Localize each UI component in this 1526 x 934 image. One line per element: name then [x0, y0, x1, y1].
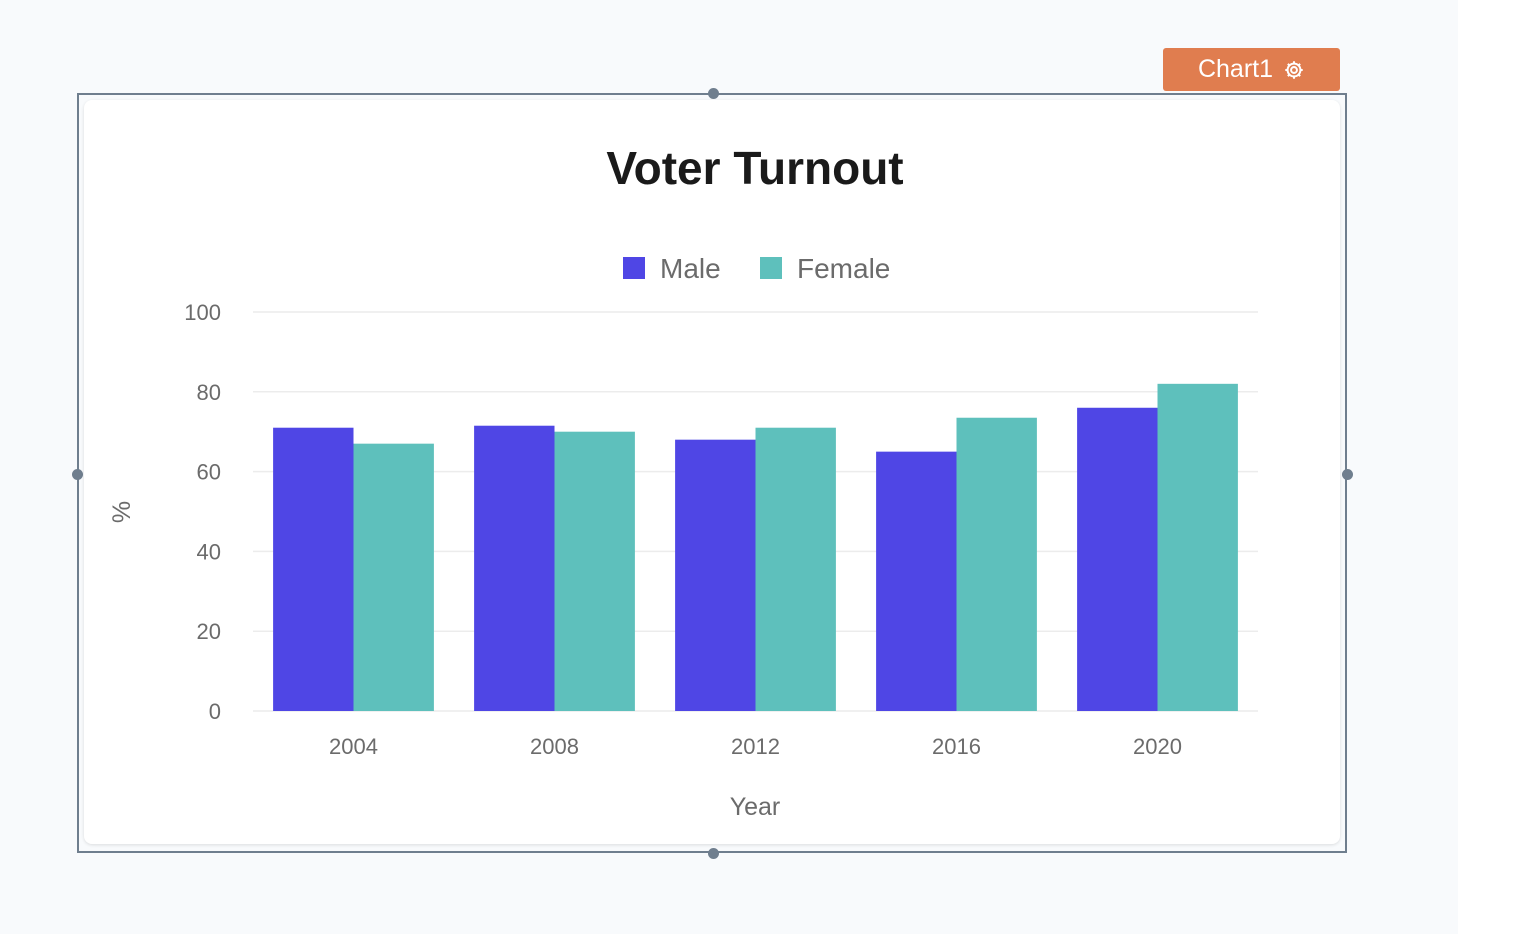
- bar-male-2016[interactable]: [876, 451, 957, 711]
- bar-female-2020[interactable]: [1157, 383, 1238, 711]
- x-tick-label: 2016: [932, 734, 981, 759]
- y-tick-label: 20: [197, 619, 221, 644]
- x-tick-label: 2012: [731, 734, 780, 759]
- x-tick-label: 2020: [1133, 734, 1182, 759]
- legend: Male Female: [623, 253, 890, 284]
- x-tick-label: 2008: [530, 734, 579, 759]
- bar-male-2012[interactable]: [675, 439, 756, 711]
- y-tick-label: 100: [184, 300, 221, 325]
- bar-female-2016[interactable]: [956, 417, 1037, 711]
- gear-icon[interactable]: [1283, 59, 1305, 81]
- y-tick-label: 80: [197, 380, 221, 405]
- x-axis-label: Year: [730, 793, 781, 821]
- legend-label-female[interactable]: Female: [797, 253, 890, 284]
- bar-male-2020[interactable]: [1077, 407, 1158, 711]
- chart-card[interactable]: Voter Turnout Male Female 0 20 40 60 80 100 20…: [84, 100, 1340, 844]
- resize-handle-bottom[interactable]: [708, 848, 719, 859]
- y-tick-label: 40: [197, 539, 221, 564]
- legend-swatch-male: [623, 257, 645, 279]
- bar-female-2008[interactable]: [554, 431, 635, 711]
- y-tick-label: 0: [209, 699, 221, 724]
- y-axis-ticks: 0 20 40 60 80 100: [184, 300, 221, 724]
- bar-male-2004[interactable]: [273, 427, 354, 711]
- bar-female-2012[interactable]: [755, 427, 836, 711]
- x-tick-label: 2004: [329, 734, 378, 759]
- x-axis-ticks: 2004 2008 2012 2016 2020: [329, 734, 1182, 759]
- widget-name: Chart1: [1197, 55, 1274, 83]
- y-axis-label: %: [108, 501, 136, 523]
- widget-name-tag[interactable]: Chart1: [1163, 48, 1340, 91]
- resize-handle-left[interactable]: [72, 469, 83, 480]
- chart: Voter Turnout Male Female 0 20 40 60 80 100 20…: [108, 142, 1258, 821]
- legend-swatch-female: [760, 257, 782, 279]
- resize-handle-top[interactable]: [708, 88, 719, 99]
- bar-male-2008[interactable]: [474, 425, 555, 711]
- bar-female-2004[interactable]: [353, 443, 434, 711]
- bars: [273, 383, 1238, 711]
- legend-label-male[interactable]: Male: [660, 253, 721, 284]
- y-tick-label: 60: [197, 460, 221, 485]
- chart-title: Voter Turnout: [606, 142, 903, 194]
- resize-handle-right[interactable]: [1342, 469, 1353, 480]
